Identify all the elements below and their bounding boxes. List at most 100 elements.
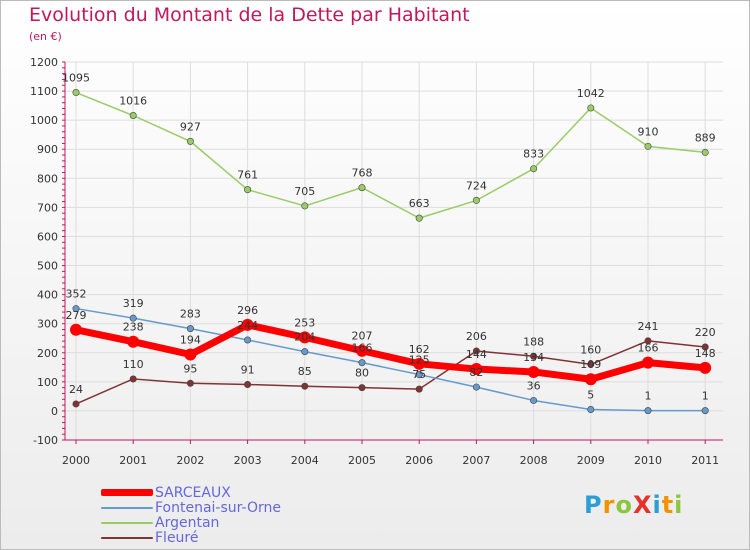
y-tick-label: 600 [37, 230, 58, 243]
data-point [584, 373, 597, 386]
logo-letter: P [584, 491, 603, 519]
data-point [186, 379, 194, 387]
data-label: 5 [587, 388, 594, 401]
y-tick-label: 1000 [30, 114, 58, 127]
data-point [644, 142, 652, 150]
axes: -100 0 100 200 300 400 500 600 700 800 900 1000 1100… [30, 56, 723, 467]
x-tick-label: 2009 [577, 454, 605, 467]
x-tick-label: 2005 [348, 454, 376, 467]
series-line [75, 340, 706, 405]
data-point [413, 357, 426, 370]
data-point [184, 348, 197, 361]
data-label: 241 [638, 320, 659, 333]
data-label: 352 [66, 288, 87, 301]
series-line [72, 321, 709, 383]
data-label: 85 [298, 365, 312, 378]
data-label: 296 [237, 304, 258, 317]
x-tick-label: 2011 [691, 454, 719, 467]
data-label: 244 [237, 319, 258, 332]
data-point [127, 335, 140, 348]
data-label: 220 [695, 326, 716, 339]
data-label: 253 [294, 316, 315, 329]
data-label: 194 [180, 334, 201, 347]
legend-swatch [101, 536, 153, 539]
data-label: 82 [469, 366, 483, 379]
data-label: 889 [695, 131, 716, 144]
grid [65, 61, 723, 441]
data-point [587, 104, 595, 112]
data-point [472, 347, 480, 355]
data-point [415, 371, 423, 379]
y-tick-label: 1200 [30, 56, 58, 69]
series-line [75, 307, 706, 412]
data-point [244, 380, 252, 388]
legend-item: SARCEAUX [101, 485, 281, 501]
data-point [415, 214, 423, 222]
data-point [699, 361, 712, 374]
data-label: 1 [645, 390, 652, 403]
data-point [244, 186, 252, 194]
legend-swatch [101, 521, 153, 524]
legend: SARCEAUX Fontenai-sur-Orne Argentan Fleuré [101, 485, 281, 546]
y-tick-label: 0 [51, 405, 58, 418]
x-tick-label: 2007 [462, 454, 490, 467]
data-point [356, 344, 368, 357]
data-label: 206 [466, 330, 487, 343]
data-point [470, 363, 483, 376]
data-label: 80 [355, 367, 369, 380]
data-point [415, 385, 423, 393]
y-tick-label: 800 [37, 172, 58, 185]
data-label: 166 [352, 342, 373, 355]
data-label: 833 [523, 148, 544, 161]
data-point [129, 112, 137, 120]
data-label: 204 [294, 331, 315, 344]
data-label: 663 [409, 197, 430, 210]
data-point [472, 196, 480, 204]
data-point [301, 202, 309, 210]
y-tick-label: 100 [37, 376, 58, 389]
data-point [587, 360, 595, 368]
data-point [644, 407, 652, 415]
x-tick-label: 2010 [634, 454, 662, 467]
x-tick-label: 2004 [291, 454, 319, 467]
legend-label: Argentan [155, 514, 220, 531]
data-point [298, 331, 311, 344]
logo-letter: i [674, 491, 684, 519]
data-label: 238 [123, 321, 144, 334]
data-label: 279 [66, 309, 87, 322]
data-point [701, 148, 709, 156]
data-label: 36 [527, 379, 541, 392]
series-lines [70, 89, 712, 415]
data-label: 1016 [119, 95, 147, 108]
data-label: 144 [466, 348, 487, 361]
data-point [72, 305, 80, 313]
data-point [244, 336, 252, 344]
y-tick-label: -100 [33, 434, 58, 447]
data-label: 188 [523, 335, 544, 348]
x-tick-label: 2001 [119, 454, 147, 467]
logo-letter: o [615, 491, 633, 519]
data-label: 1 [702, 390, 709, 403]
legend-swatch [101, 489, 153, 496]
data-label: 283 [180, 308, 201, 321]
data-label: 1095 [62, 72, 90, 85]
legend-item: Fleuré [101, 529, 281, 546]
data-point [301, 348, 309, 356]
data-labels: 279 238 194 296 253 207 162 144 134 109 166 148 352 3… [62, 72, 716, 403]
data-point [530, 352, 538, 360]
data-label: 724 [466, 179, 487, 192]
y-tick-label: 300 [37, 318, 58, 331]
data-label: 91 [241, 363, 255, 376]
data-point [472, 383, 480, 391]
data-label: 207 [352, 330, 373, 343]
data-point [358, 184, 366, 192]
data-point [241, 318, 254, 331]
legend-label: Fleuré [155, 529, 199, 546]
data-label: 1042 [577, 87, 605, 100]
data-point [701, 407, 709, 415]
legend-item: Fontenai-sur-Orne [101, 500, 281, 516]
data-label: 148 [695, 347, 716, 360]
data-label: 910 [638, 125, 659, 138]
data-point [129, 375, 137, 383]
